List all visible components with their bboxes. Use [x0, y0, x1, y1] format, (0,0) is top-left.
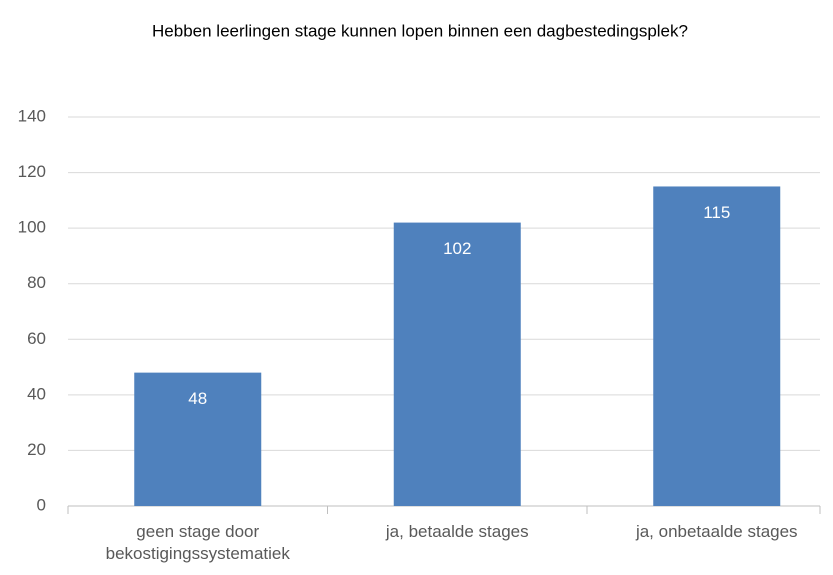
x-tick-label: ja, onbetaalde stages [635, 522, 798, 541]
bar [134, 372, 262, 506]
data-label: 102 [443, 239, 471, 258]
chart-title: Hebben leerlingen stage kunnen lopen bin… [152, 21, 688, 40]
y-tick-label: 100 [18, 218, 46, 237]
y-tick-label: 60 [27, 329, 46, 348]
y-tick-label: 20 [27, 440, 46, 459]
x-tick-label: ja, betaalde stages [385, 522, 529, 541]
bar [653, 186, 781, 506]
y-tick-label: 0 [37, 495, 46, 514]
data-label: 48 [188, 389, 207, 408]
y-tick-label: 140 [18, 106, 46, 125]
data-label: 115 [703, 203, 730, 222]
bar [393, 222, 521, 507]
y-tick-label: 120 [18, 162, 46, 181]
x-tick-label: geen stage door bekostigingssystematiek [105, 522, 290, 563]
y-tick-label: 80 [27, 273, 46, 292]
y-tick-label: 40 [27, 384, 46, 403]
